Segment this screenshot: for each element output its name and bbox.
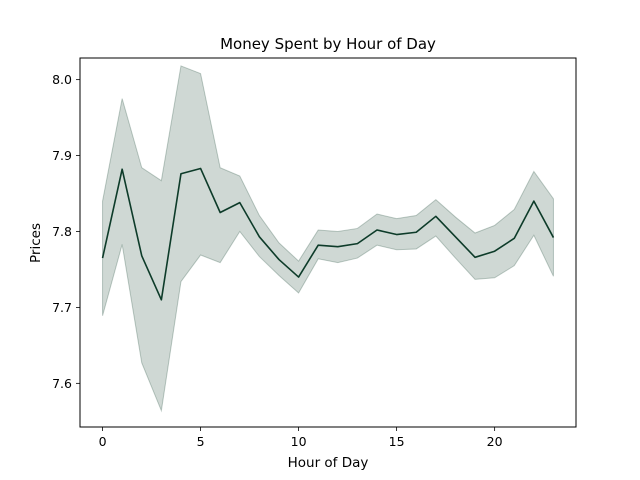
axes-frame xyxy=(79,57,577,428)
data-point-11 xyxy=(316,243,320,247)
x-tick-label-0: 0 xyxy=(99,434,107,449)
data-point-18 xyxy=(453,235,457,239)
data-point-15 xyxy=(395,233,399,237)
y-tick-label-7.9: 7.9 xyxy=(52,148,72,163)
x-axis: 0 5 10 15 20 xyxy=(99,427,503,449)
data-point-0 xyxy=(101,256,105,260)
data-point-21 xyxy=(512,236,516,240)
x-axis-label: Hour of Day xyxy=(288,455,369,471)
y-tick-label-8: 8.0 xyxy=(52,72,72,87)
data-point-16 xyxy=(414,230,418,234)
y-tick-label-7.6: 7.6 xyxy=(52,376,72,391)
series-line-0 xyxy=(101,167,555,301)
data-point-2 xyxy=(140,254,144,258)
data-point-14 xyxy=(375,228,379,232)
data-point-12 xyxy=(336,245,340,249)
data-point-10 xyxy=(297,275,301,279)
y-axis: 7.6 7.7 7.8 7.9 8.0 xyxy=(52,72,80,391)
data-point-8 xyxy=(257,235,261,239)
data-point-3 xyxy=(159,298,163,302)
confidence-band-0 xyxy=(102,65,554,413)
data-point-5 xyxy=(199,166,203,170)
y-tick-label-7.7: 7.7 xyxy=(52,300,72,315)
data-point-20 xyxy=(493,249,497,253)
chart-title: Money Spent by Hour of Day xyxy=(220,35,436,53)
data-point-17 xyxy=(434,214,438,218)
x-tick-label-5: 5 xyxy=(197,434,205,449)
data-point-7 xyxy=(238,201,242,205)
data-point-4 xyxy=(179,172,183,176)
x-tick-label-20: 20 xyxy=(487,434,503,449)
data-point-9 xyxy=(277,258,281,262)
plot-area xyxy=(101,65,555,413)
data-point-23 xyxy=(551,236,555,240)
data-point-19 xyxy=(473,255,477,259)
x-tick-label-10: 10 xyxy=(291,434,307,449)
data-point-1 xyxy=(120,167,124,171)
y-axis-label: Prices xyxy=(28,223,44,263)
data-point-22 xyxy=(532,199,536,203)
y-tick-label-7.8: 7.8 xyxy=(52,224,72,239)
data-point-6 xyxy=(218,211,222,215)
x-tick-label-15: 15 xyxy=(389,434,405,449)
data-point-13 xyxy=(355,242,359,246)
